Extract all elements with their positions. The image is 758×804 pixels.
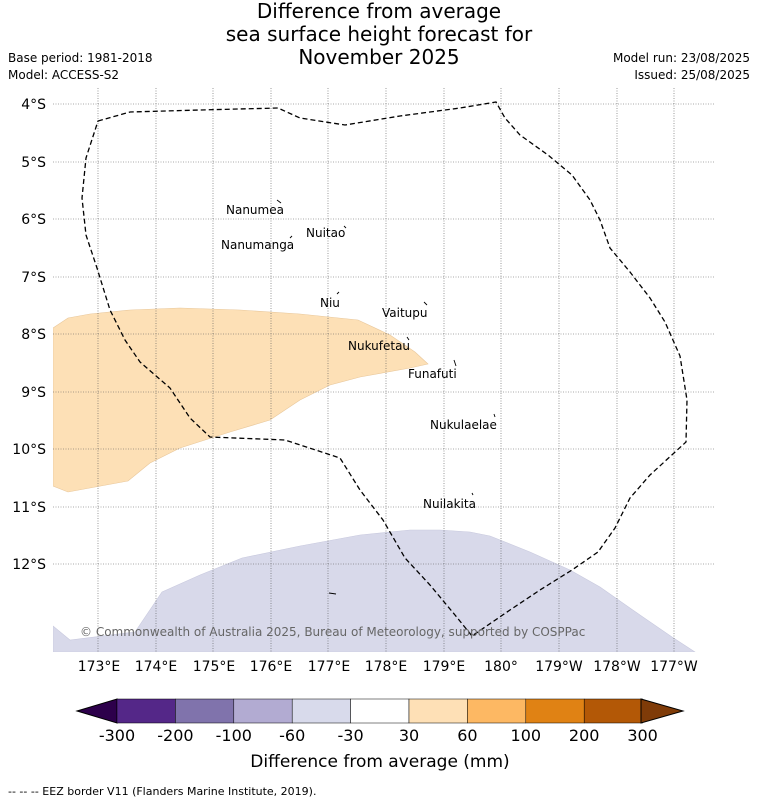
lon-label: 180° xyxy=(484,659,518,675)
title-line-1: Difference from average xyxy=(256,0,502,23)
place-label-nukulaelae: Nukulaelae xyxy=(430,418,497,432)
base-period-text: Base period: 1981-2018 xyxy=(8,51,153,65)
island-mark xyxy=(406,336,410,341)
island-mark xyxy=(493,413,496,418)
title-line-2: sea surface height forecast for xyxy=(225,22,533,46)
meta-left: Base period: 1981-2018 Model: ACCESS-S2 xyxy=(8,50,153,84)
colorbar-tick-label: 60 xyxy=(457,726,477,745)
colorbar-tick-label: 300 xyxy=(627,726,658,745)
lon-label: 178°E xyxy=(365,659,408,675)
colorbar-segment xyxy=(350,698,410,724)
place-label-nukufetau: Nukufetau xyxy=(348,339,410,353)
map-area: Nanumea Nuitao Nanumanga Niu Vaitupu Nuk… xyxy=(53,88,714,652)
island-mark xyxy=(328,592,337,595)
colorbar-label: Difference from average (mm) xyxy=(250,752,509,772)
colorbar-tick-label: -60 xyxy=(279,726,305,745)
copyright-text: © Commonwealth of Australia 2025, Bureau… xyxy=(80,625,585,639)
place-label-nanumanga: Nanumanga xyxy=(221,238,294,252)
island-mark xyxy=(289,235,293,239)
colorbar-tick-label: -200 xyxy=(157,726,193,745)
eez-border xyxy=(81,101,688,637)
gridlines xyxy=(53,88,714,652)
lon-label: 176°E xyxy=(250,659,293,675)
lat-label: 6°S xyxy=(21,212,46,228)
model-run-text: Model run: 23/08/2025 xyxy=(612,51,750,65)
lat-label: 11°S xyxy=(12,500,46,516)
colorbar-segment xyxy=(175,698,235,724)
colorbar-segment xyxy=(525,698,585,724)
lat-label: 5°S xyxy=(21,155,46,171)
place-label-niu: Niu xyxy=(320,296,340,310)
place-label-nuilakita: Nuilakita xyxy=(423,497,476,511)
negative-anomaly-region xyxy=(53,529,696,652)
colorbar-tick-label: 200 xyxy=(569,726,600,745)
positive-anomaly-region xyxy=(53,307,429,493)
island-mark xyxy=(471,492,474,496)
lat-label: 8°S xyxy=(21,327,46,343)
island-mark xyxy=(276,199,282,204)
place-label-funafuti: Funafuti xyxy=(408,367,457,381)
lon-label: 173°E xyxy=(78,659,121,675)
colorbar-tick-label: 30 xyxy=(399,726,419,745)
model-text: Model: ACCESS-S2 xyxy=(8,68,120,82)
colorbar-tick-label: -30 xyxy=(338,726,364,745)
island-mark xyxy=(423,301,428,306)
place-label-nanumea: Nanumea xyxy=(226,203,284,217)
place-label-vaitupu: Vaitupu xyxy=(382,306,428,320)
title-line-3: November 2025 xyxy=(298,45,460,69)
lon-label: 178°W xyxy=(593,659,641,675)
colorbar: -300 -200 -100 -60 -30 30 60 100 200 300… xyxy=(75,698,685,772)
lon-label: 179°W xyxy=(535,659,583,675)
colorbar-tick-label: 100 xyxy=(511,726,542,745)
colorbar-segment xyxy=(233,698,293,724)
island-mark xyxy=(336,291,340,295)
island-mark xyxy=(453,359,457,367)
island-markers xyxy=(276,199,496,595)
lat-label: 10°S xyxy=(12,442,46,458)
colorbar-right-extend xyxy=(640,698,685,724)
colorbar-segment xyxy=(116,698,176,724)
place-label-nuitao: Nuitao xyxy=(306,226,345,240)
colorbar-segment xyxy=(408,698,468,724)
colorbar-segment xyxy=(467,698,527,724)
island-mark xyxy=(343,225,347,229)
lat-label: 7°S xyxy=(21,270,46,286)
colorbar-left-extend xyxy=(75,698,118,724)
colorbar-tick-label: -300 xyxy=(99,726,135,745)
lon-label: 177°E xyxy=(308,659,351,675)
lat-label: 4°S xyxy=(21,97,46,113)
issued-text: Issued: 25/08/2025 xyxy=(634,68,750,82)
colorbar-tick-label: -100 xyxy=(216,726,252,745)
lat-label: 12°S xyxy=(12,557,46,573)
map-title: Difference from average sea surface heig… xyxy=(0,0,758,69)
lat-label: 9°S xyxy=(21,385,46,401)
lon-label: 174°E xyxy=(135,659,178,675)
colorbar-segment xyxy=(583,698,643,724)
meta-right: Model run: 23/08/2025 Issued: 25/08/2025 xyxy=(613,50,750,84)
lon-label: 179°E xyxy=(423,659,466,675)
lon-label: 177°W xyxy=(650,659,698,675)
eez-footnote: -- -- -- EEZ border V11 (Flanders Marine… xyxy=(8,785,317,798)
colorbar-segment xyxy=(291,698,351,724)
lon-label: 175°E xyxy=(193,659,236,675)
